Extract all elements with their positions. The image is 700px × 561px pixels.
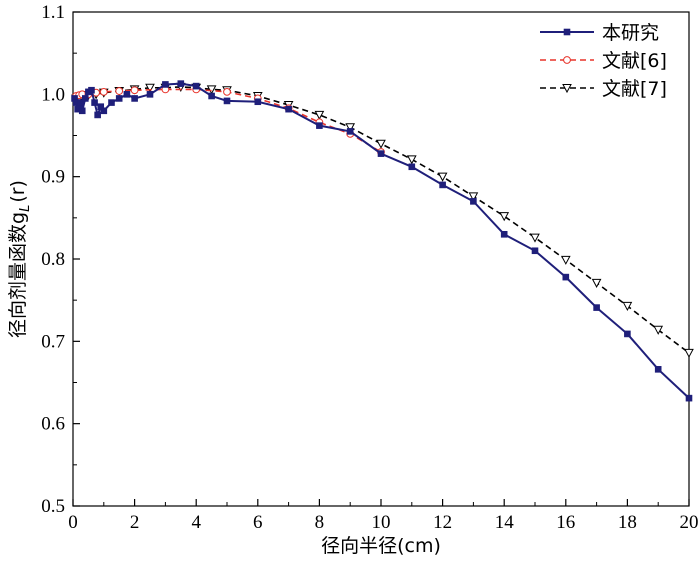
x-tick-label: 14	[495, 512, 515, 533]
y-tick-label: 0.9	[41, 167, 65, 188]
data-point	[91, 99, 98, 106]
legend-marker	[562, 84, 572, 94]
data-point	[285, 105, 292, 113]
y-axis-title-subscript: L	[18, 205, 33, 212]
data-point	[94, 111, 101, 119]
x-axis: 0 2 4 6 8 10 12 14 16 18 20	[68, 499, 699, 533]
x-tick-label: 20	[680, 512, 699, 533]
data-point	[685, 394, 693, 402]
data-point	[177, 80, 185, 87]
data-point	[100, 107, 108, 115]
legend-label: 文献[6]	[602, 50, 667, 72]
data-point	[530, 233, 540, 243]
data-point	[346, 128, 354, 135]
data-point	[500, 231, 508, 238]
x-tick-label: 4	[191, 512, 201, 533]
data-point	[653, 325, 664, 335]
data-point	[99, 87, 108, 96]
data-point	[408, 163, 416, 171]
series-line	[73, 82, 690, 399]
data-point	[206, 85, 217, 95]
data-point	[115, 95, 123, 102]
x-tick-label: 16	[556, 512, 575, 533]
legend-marker	[563, 28, 571, 36]
data-point	[376, 139, 386, 149]
data-point	[593, 304, 600, 311]
data-point	[560, 255, 571, 265]
legend-label: 文献[7]	[602, 78, 667, 100]
legend-marker	[563, 56, 571, 64]
data-point	[208, 92, 215, 100]
data-point	[162, 81, 169, 88]
data-point	[223, 87, 231, 96]
data-point	[146, 91, 154, 98]
series-layer	[71, 80, 694, 402]
data-point	[437, 172, 448, 182]
legend-label: 本研究	[602, 22, 659, 44]
data-point	[123, 91, 131, 98]
data-point	[531, 247, 539, 255]
data-point	[78, 107, 86, 115]
x-tick-label: 12	[433, 512, 452, 533]
y-axis-title: 径向剂量函数gL (r)	[7, 180, 33, 338]
data-point	[345, 123, 356, 133]
data-point	[145, 83, 155, 93]
data-point	[254, 98, 262, 106]
data-point	[499, 212, 510, 222]
data-point	[439, 181, 446, 189]
data-point	[622, 301, 633, 311]
series-line	[75, 88, 382, 153]
x-tick-label: 18	[618, 512, 637, 533]
data-point	[82, 95, 89, 102]
data-point	[115, 87, 124, 95]
series-line	[76, 86, 690, 354]
y-axis-title-main: 径向剂量函数g	[7, 212, 29, 338]
y-tick-label: 1.1	[41, 2, 65, 23]
data-point	[562, 273, 570, 281]
x-tick-label: 2	[130, 512, 140, 533]
y-tick-label: 0.8	[41, 249, 65, 270]
y-tick-label: 1.0	[41, 84, 65, 105]
data-point	[77, 99, 84, 106]
x-axis-title: 径向半径(cm)	[321, 535, 441, 557]
data-point	[131, 95, 138, 102]
x-tick-label: 10	[372, 512, 391, 533]
y-axis: 0.5 0.6 0.7 0.8 0.9 1.0 1.1	[41, 2, 80, 517]
y-tick-label: 0.5	[41, 496, 65, 517]
data-point	[624, 330, 631, 338]
x-tick-label: 0	[68, 512, 78, 533]
data-point	[654, 366, 662, 373]
x-tick-label: 6	[253, 512, 263, 533]
data-point	[470, 198, 477, 205]
y-axis-title-suffix: (r)	[7, 180, 29, 203]
data-point	[314, 110, 325, 120]
data-point	[130, 86, 139, 95]
data-point	[108, 99, 115, 106]
y-tick-label: 0.7	[41, 331, 65, 352]
series-2	[71, 82, 694, 358]
data-point	[377, 150, 385, 157]
data-point	[684, 348, 694, 358]
data-point	[468, 192, 479, 202]
data-point	[88, 86, 95, 94]
y-tick-label: 0.6	[41, 414, 65, 435]
series-0	[71, 80, 693, 402]
data-point	[223, 97, 231, 105]
data-point	[192, 82, 200, 90]
data-point	[591, 278, 602, 288]
data-point	[406, 155, 417, 165]
data-point	[316, 122, 323, 129]
x-tick-label: 8	[315, 512, 325, 533]
